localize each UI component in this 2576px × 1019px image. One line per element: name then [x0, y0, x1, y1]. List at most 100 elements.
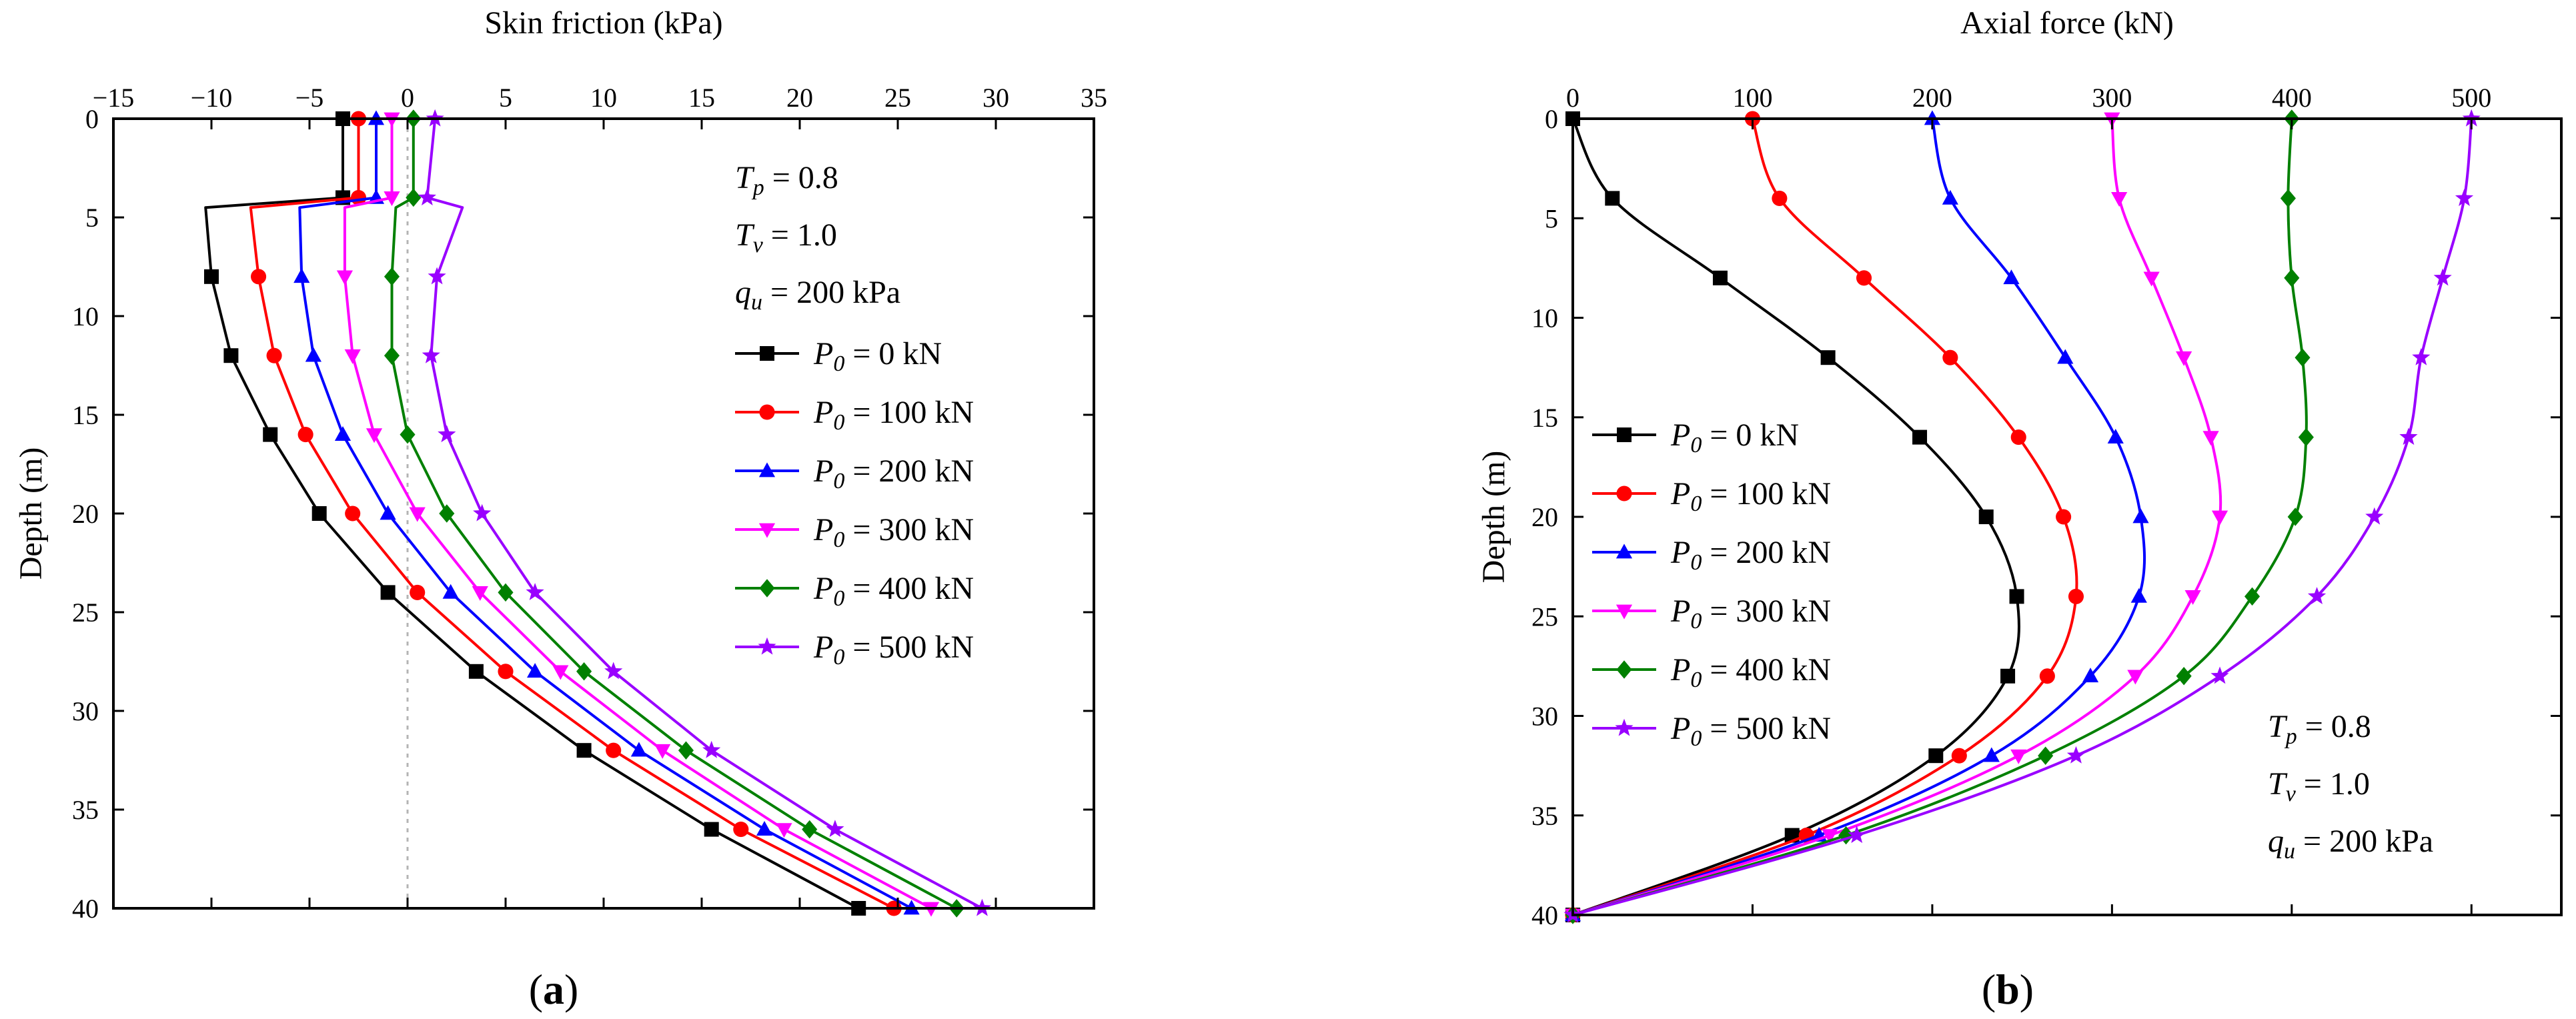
y-tick-label: 20	[1531, 502, 1558, 532]
panel-b-axial-force: 0 100 200 300 400 500 0 5 10 15 20 25 30 35 40 Axial fo…	[1476, 5, 2563, 1013]
data-point	[733, 822, 749, 838]
y-tick-label: 5	[85, 203, 99, 233]
legend-marker	[1615, 718, 1634, 736]
x-tick-label: −5	[295, 83, 324, 113]
y-tick-label: 10	[1531, 303, 1558, 333]
panel-a-skin-friction: −15 −10 −5 0 5 10 15 20 25 30 35 0 5 10 15 20 25 30 35 40 Sk…	[13, 5, 1107, 1013]
data-point	[526, 583, 544, 600]
data-point	[2038, 746, 2054, 765]
y-tick-label: 0	[1545, 104, 1558, 134]
series-line	[390, 119, 958, 908]
y-tick-label: 35	[72, 795, 99, 825]
data-point	[2399, 427, 2418, 445]
data-point	[1712, 270, 1728, 285]
y-tick-label: 30	[72, 696, 99, 726]
data-point	[776, 823, 792, 838]
legend-label: P0 = 300 kN	[1670, 594, 1831, 634]
x-tick-label: 400	[2272, 83, 2312, 113]
x-tick-label: 25	[884, 83, 911, 113]
data-point	[702, 740, 721, 758]
data-point	[2295, 348, 2311, 367]
legend-label: P0 = 200 kN	[1670, 535, 1831, 575]
data-point	[2132, 508, 2149, 524]
series-line	[1573, 119, 2146, 915]
data-point	[2433, 268, 2452, 286]
data-point	[305, 347, 321, 362]
data-point	[2057, 349, 2074, 364]
x-tick-label: 5	[499, 83, 512, 113]
x-tick-label: 15	[688, 83, 715, 113]
data-point	[293, 268, 310, 283]
x-tick-label: 20	[786, 83, 813, 113]
data-point	[2210, 666, 2229, 684]
data-point	[2176, 667, 2192, 686]
y-tick-label: 10	[72, 301, 99, 331]
data-point	[576, 662, 592, 681]
data-point	[1928, 748, 1944, 764]
x-axis-title: Skin friction (kPa)	[484, 5, 722, 41]
y-tick-label: 25	[72, 598, 99, 628]
series-p0-200-kn	[293, 110, 920, 915]
data-point	[678, 741, 694, 760]
data-point	[344, 349, 361, 364]
data-point	[1772, 190, 1788, 206]
legend-label: P0 = 300 kN	[813, 512, 974, 552]
legend-marker	[758, 637, 776, 655]
data-point	[498, 664, 514, 680]
data-point	[1820, 350, 1836, 365]
data-point	[438, 425, 456, 443]
data-point	[1856, 270, 1872, 286]
data-point	[2412, 347, 2431, 365]
data-point	[204, 269, 219, 284]
y-tick-label: 0	[85, 104, 99, 134]
data-point	[576, 743, 592, 758]
data-point	[1983, 747, 2000, 762]
x-tick-label: 100	[1732, 83, 1772, 113]
data-point	[1912, 429, 1928, 445]
data-point	[527, 663, 544, 678]
data-point	[2455, 189, 2474, 206]
data-point	[297, 427, 313, 443]
series-line	[298, 119, 912, 908]
data-point	[428, 267, 446, 285]
data-point	[2107, 428, 2124, 443]
x-tick-label: 200	[1912, 83, 1952, 113]
y-tick-label: 30	[1531, 702, 1558, 732]
data-point	[380, 505, 396, 520]
data-point	[2202, 431, 2219, 446]
series-line	[204, 119, 860, 908]
legend-label: P0 = 0 kN	[1670, 417, 1799, 457]
data-point	[366, 428, 383, 443]
legend-label: P0 = 500 kN	[813, 630, 974, 670]
data-point	[2111, 192, 2128, 207]
y-tick-label: 5	[1545, 203, 1558, 233]
x-tick-label: −15	[93, 83, 135, 113]
legend-label: P0 = 0 kN	[813, 336, 942, 376]
data-point	[266, 347, 282, 363]
annotation-line: qu = 200 kPa	[735, 275, 900, 315]
data-point	[1848, 826, 1866, 844]
data-point	[418, 188, 436, 205]
data-point	[442, 584, 459, 599]
y-tick-label: 15	[72, 400, 99, 430]
data-point	[2280, 189, 2296, 208]
data-point	[2009, 589, 2024, 604]
data-point	[334, 425, 352, 441]
data-point	[384, 346, 400, 365]
y-tick-label: 25	[1531, 602, 1558, 632]
legend-marker	[760, 346, 774, 361]
data-point	[1605, 191, 1620, 206]
legend-label: P0 = 400 kN	[1670, 652, 1831, 692]
legend-marker	[758, 462, 776, 477]
series-p0-0-kn	[204, 111, 866, 916]
legend-marker	[1616, 660, 1632, 679]
data-point	[2365, 507, 2384, 525]
data-point	[654, 744, 671, 759]
y-tick-label: 40	[1531, 900, 1558, 930]
annotation-line: Tv = 1.0	[2268, 766, 2370, 806]
data-point	[606, 742, 622, 758]
data-point	[380, 585, 396, 600]
legend-label: P0 = 400 kN	[813, 571, 974, 611]
data-point	[802, 820, 818, 839]
legend-label: P0 = 100 kN	[813, 395, 974, 435]
